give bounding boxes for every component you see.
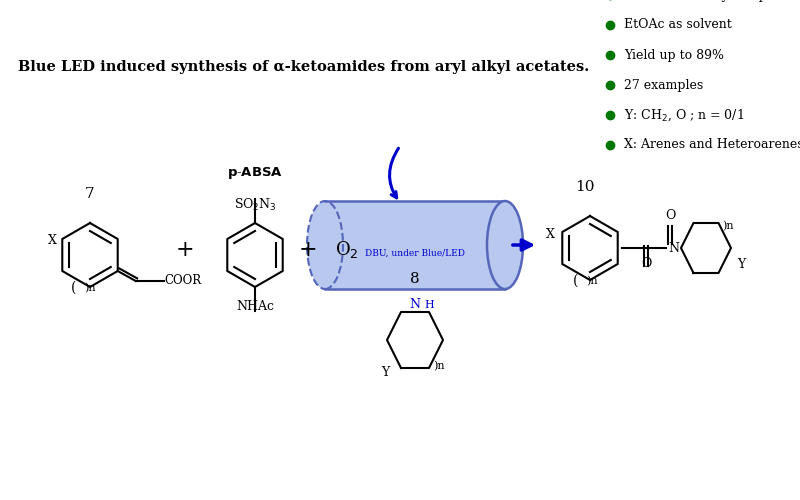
Text: O: O (665, 209, 675, 222)
Text: SO$_2$N$_3$: SO$_2$N$_3$ (234, 197, 276, 213)
Text: Y: CH$_2$, O ; n = 0/1: Y: CH$_2$, O ; n = 0/1 (624, 108, 744, 122)
Text: 8: 8 (410, 272, 420, 286)
Text: 27 examples: 27 examples (624, 78, 703, 92)
Text: H: H (424, 300, 434, 310)
Ellipse shape (487, 201, 523, 289)
Text: DBU, under Blue/LED: DBU, under Blue/LED (365, 248, 465, 258)
Text: Yield up to 89%: Yield up to 89% (624, 48, 724, 62)
Text: X: X (546, 228, 554, 240)
Text: O: O (641, 257, 651, 270)
Text: NHAc: NHAc (236, 300, 274, 313)
Text: Blue LED induced synthesis of α-ketoamides from aryl alkyl acetates.: Blue LED induced synthesis of α-ketoamid… (18, 60, 590, 74)
Text: EtOAc as solvent: EtOAc as solvent (624, 18, 732, 32)
Text: )n: )n (722, 221, 734, 232)
Bar (325, 201, 505, 289)
Text: )n: )n (84, 282, 96, 293)
Text: X: Arenes and Heteroarenes: X: Arenes and Heteroarenes (624, 138, 800, 151)
Text: X: X (47, 234, 57, 248)
Ellipse shape (307, 201, 343, 289)
Text: 10: 10 (575, 180, 594, 194)
Text: +: + (176, 239, 194, 261)
Text: Y: Y (737, 258, 746, 272)
Text: O$_2$: O$_2$ (335, 240, 358, 260)
Text: Environmentally compatible: Environmentally compatible (624, 0, 800, 2)
Text: COOR: COOR (165, 274, 202, 287)
Text: )n: )n (433, 361, 445, 371)
Text: (: ( (573, 274, 578, 288)
Text: N: N (668, 242, 679, 254)
Text: N: N (410, 298, 421, 311)
Text: (: ( (70, 281, 76, 295)
Text: Y: Y (381, 366, 389, 378)
Text: $\mathbf{p}$-$\mathbf{ABSA}$: $\mathbf{p}$-$\mathbf{ABSA}$ (227, 165, 283, 181)
Text: )n: )n (586, 276, 598, 286)
Text: 7: 7 (85, 187, 95, 201)
Text: +: + (298, 239, 318, 261)
